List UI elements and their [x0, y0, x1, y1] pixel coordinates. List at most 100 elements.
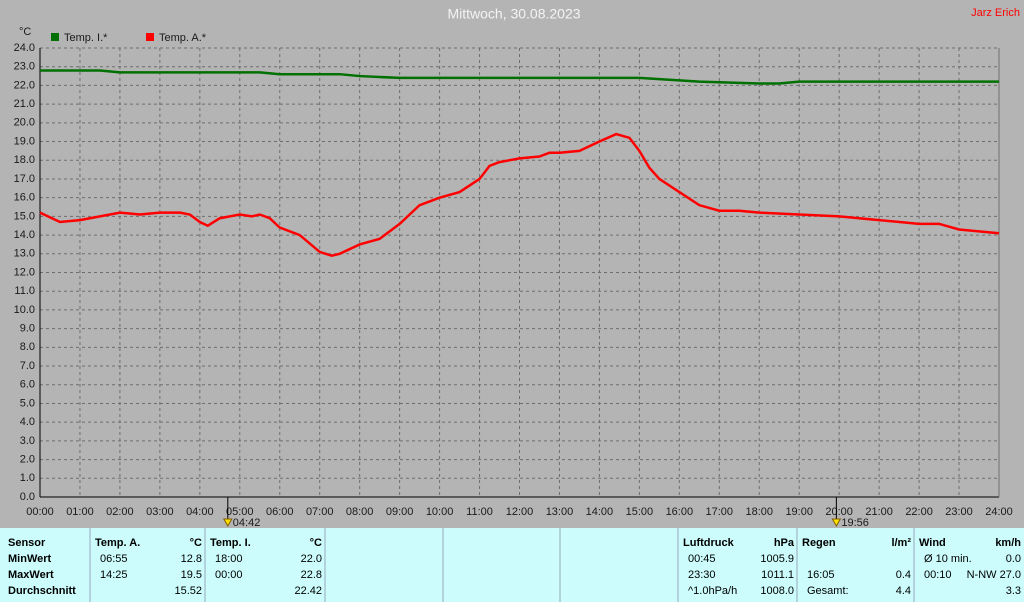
y-tick-label: 15.0 [14, 210, 35, 222]
table-header: Sensor [8, 537, 46, 549]
annotation-icon [831, 518, 842, 528]
y-tick-label: 21.0 [14, 98, 35, 110]
x-tick-label: 24:00 [985, 506, 1013, 518]
y-tick-label: 11.0 [14, 285, 35, 297]
cell-label: 23:30 [688, 569, 716, 581]
cell-value: 0.4 [896, 569, 911, 581]
cell-label: Gesamt: [807, 585, 849, 597]
y-tick-label: 13.0 [14, 248, 35, 260]
x-tick-label: 16:00 [666, 506, 694, 518]
x-tick-label: 15:00 [626, 506, 654, 518]
x-tick-label: 20:00 [825, 506, 853, 518]
cell-value: 0.0 [1006, 553, 1021, 565]
y-tick-label: 12.0 [14, 266, 35, 278]
cell-label: 00:00 [215, 569, 243, 581]
y-tick-label: 5.0 [20, 397, 35, 409]
author: Jarz Erich [971, 7, 1020, 19]
x-tick-label: 03:00 [146, 506, 174, 518]
column-header: Temp. A. [95, 537, 140, 549]
cell-value: 3.3 [1006, 585, 1021, 597]
y-tick-label: 20.0 [14, 117, 35, 129]
table-background [0, 528, 1024, 602]
y-axis-label: °C [19, 26, 31, 38]
cell-label: 18:00 [215, 553, 243, 565]
y-tick-label: 19.0 [14, 135, 35, 147]
legend-swatch [146, 33, 154, 41]
cell-label: 14:25 [100, 569, 128, 581]
series-line [39, 132, 1000, 257]
cell-value: 12.8 [181, 553, 202, 565]
cell-value: 19.5 [181, 569, 202, 581]
y-tick-label: 2.0 [20, 453, 35, 465]
x-tick-label: 06:00 [266, 506, 294, 518]
y-tick-label: 22.0 [14, 79, 35, 91]
legend-label: Temp. A.* [159, 32, 207, 44]
x-tick-label: 01:00 [66, 506, 94, 518]
row-label: Durchschnitt [8, 585, 76, 597]
column-unit: °C [310, 537, 322, 549]
y-tick-label: 23.0 [14, 61, 35, 73]
x-tick-label: 09:00 [386, 506, 414, 518]
x-tick-label: 02:00 [106, 506, 134, 518]
cell-value: 15.52 [174, 585, 202, 597]
y-tick-label: 17.0 [14, 173, 35, 185]
y-tick-label: 6.0 [20, 379, 35, 391]
x-tick-label: 10:00 [426, 506, 454, 518]
annotation-label: 04:42 [233, 517, 261, 529]
cell-value: 22.8 [301, 569, 322, 581]
cell-value: 1008.0 [760, 585, 794, 597]
row-label: MaxWert [8, 569, 54, 581]
y-tick-label: 14.0 [14, 229, 35, 241]
cell-value: 22.0 [301, 553, 322, 565]
x-tick-label: 07:00 [306, 506, 334, 518]
cell-label: ^1.0hPa/h [688, 585, 737, 597]
annotation-label: 19:56 [841, 517, 869, 529]
cell-value: 1011.1 [761, 569, 794, 581]
column-unit: km/h [995, 537, 1021, 549]
x-tick-label: 08:00 [346, 506, 374, 518]
cell-label: 06:55 [100, 553, 128, 565]
y-tick-label: 3.0 [20, 435, 35, 447]
y-tick-label: 18.0 [14, 154, 35, 166]
x-tick-label: 05:00 [226, 506, 254, 518]
chart-title: Mittwoch, 30.08.2023 [447, 6, 580, 22]
legend-label: Temp. I.* [64, 32, 108, 44]
x-tick-label: 14:00 [586, 506, 614, 518]
column-header: Wind [919, 537, 946, 549]
cell-value: N-NW 27.0 [967, 569, 1021, 581]
y-tick-label: 0.0 [20, 491, 35, 503]
x-tick-label: 13:00 [546, 506, 574, 518]
cell-label: 16:05 [807, 569, 835, 581]
column-unit: l/m² [891, 537, 911, 549]
cell-value: 22.42 [294, 585, 322, 597]
x-tick-label: 21:00 [865, 506, 893, 518]
annotation-icon [222, 518, 233, 528]
cell-label: Ø 10 min. [924, 553, 972, 565]
column-header: Regen [802, 537, 836, 549]
cell-value: 1005.9 [760, 553, 794, 565]
column-header: Luftdruck [683, 537, 735, 549]
row-label: MinWert [8, 553, 52, 565]
column-header: Temp. I. [210, 537, 251, 549]
x-tick-label: 12:00 [506, 506, 534, 518]
y-tick-label: 7.0 [20, 360, 35, 372]
y-tick-label: 1.0 [20, 472, 35, 484]
y-tick-label: 24.0 [14, 42, 35, 54]
cell-value: 4.4 [896, 585, 911, 597]
x-tick-label: 11:00 [466, 506, 493, 518]
series-line [40, 69, 999, 85]
table: Sensor MinWert MaxWert Durchschnitt Temp. A.… [8, 528, 1021, 602]
column-unit: °C [190, 537, 202, 549]
x-tick-label: 23:00 [945, 506, 973, 518]
y-tick-label: 8.0 [20, 341, 35, 353]
x-tick-label: 00:00 [26, 506, 54, 518]
legend-swatch [51, 33, 59, 41]
x-tick-label: 22:00 [905, 506, 933, 518]
y-tick-label: 4.0 [20, 416, 35, 428]
y-tick-label: 10.0 [14, 304, 35, 316]
column-unit: hPa [774, 537, 795, 549]
x-tick-label: 04:00 [186, 506, 214, 518]
x-tick-label: 19:00 [785, 506, 813, 518]
